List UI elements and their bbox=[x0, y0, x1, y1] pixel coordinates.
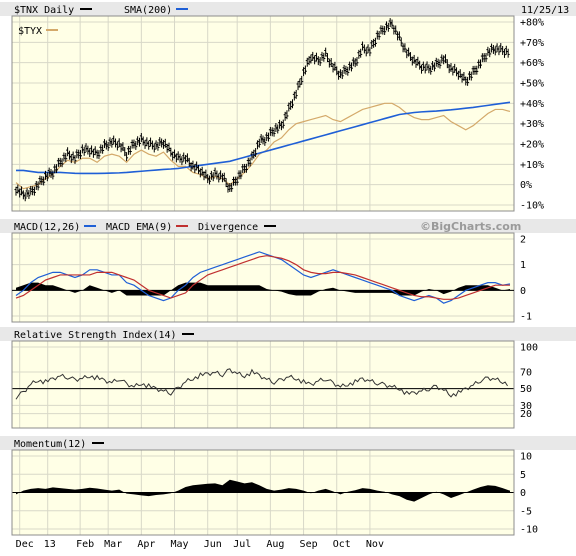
y-tick-label: +20% bbox=[520, 140, 544, 151]
y-tick-label: 70 bbox=[520, 368, 532, 379]
x-tick-label: Feb bbox=[76, 539, 94, 550]
x-tick-label: Aug bbox=[266, 539, 284, 550]
y-tick-label: 50 bbox=[520, 384, 532, 395]
panel-4-header bbox=[0, 436, 576, 450]
y-tick-label: -10% bbox=[520, 201, 544, 212]
x-tick-label: Mar bbox=[104, 539, 122, 550]
legend-divergence-label: Divergence bbox=[198, 222, 258, 233]
x-tick-label: Dec bbox=[16, 539, 34, 550]
y-tick-label: 5 bbox=[520, 470, 526, 481]
y-tick-label: +10% bbox=[520, 160, 544, 171]
legend-sma-label: SMA(200) bbox=[124, 5, 172, 16]
watermark-bigcharts: ©BigCharts.com bbox=[420, 220, 521, 233]
series-macd-line bbox=[15, 251, 511, 304]
y-tick-label: 30 bbox=[520, 401, 532, 412]
series-sma-line bbox=[16, 101, 511, 175]
legend-macd-label: MACD(12,26) bbox=[14, 222, 80, 233]
series-divergence-histogram bbox=[16, 282, 510, 296]
y-tick-label: +30% bbox=[520, 119, 544, 130]
panel-2-header bbox=[0, 219, 576, 233]
chart-date-label: 11/25/13 bbox=[521, 5, 569, 16]
y-tick-label: +70% bbox=[520, 38, 544, 49]
panel-4-border bbox=[11, 449, 515, 536]
panel-1-plot-area bbox=[12, 16, 514, 211]
panel-3-border bbox=[11, 340, 515, 429]
series-momentum-area bbox=[16, 479, 510, 502]
x-tick-label: Apr bbox=[137, 539, 155, 550]
y-tick-label: 2 bbox=[520, 235, 526, 246]
y-tick-label: 100 bbox=[520, 343, 538, 354]
y-tick-label: +50% bbox=[520, 79, 544, 90]
y-tick-label: 20 bbox=[520, 409, 532, 420]
panel-2-plot-area bbox=[12, 233, 514, 322]
y-tick-label: +40% bbox=[520, 99, 544, 110]
y-tick-label: 0 bbox=[520, 488, 526, 499]
y-tick-label: 0 bbox=[520, 286, 526, 297]
x-tick-label: Nov bbox=[366, 539, 384, 550]
y-tick-label: -1 bbox=[520, 312, 532, 323]
legend-macd-ema-label: MACD EMA(9) bbox=[106, 222, 172, 233]
panel-1-border bbox=[11, 15, 515, 212]
panel-3-plot-area bbox=[12, 341, 514, 428]
panel-1-header bbox=[0, 2, 576, 16]
legend-tyx-label: $TYX bbox=[18, 26, 42, 37]
x-tick-label: Jul bbox=[233, 539, 251, 550]
x-tick-label: 13 bbox=[44, 539, 56, 550]
legend-tnx-label: $TNX Daily bbox=[14, 5, 74, 16]
series-macd-ema-line bbox=[15, 255, 510, 300]
panel-3-header bbox=[0, 327, 576, 341]
y-tick-label: +60% bbox=[520, 58, 544, 69]
y-tick-label: 0% bbox=[520, 180, 532, 191]
legend-rsi-label: Relative Strength Index(14) bbox=[14, 330, 177, 341]
legend-momentum-label: Momentum(12) bbox=[14, 439, 86, 450]
panel-2-border bbox=[11, 232, 515, 323]
x-tick-label: Sep bbox=[300, 539, 318, 550]
y-tick-label: +80% bbox=[520, 18, 544, 29]
x-tick-label: May bbox=[171, 539, 189, 550]
y-tick-label: -10 bbox=[520, 525, 538, 536]
series-tnx-bars bbox=[14, 18, 510, 202]
x-tick-label: Jun bbox=[204, 539, 222, 550]
y-tick-label: -5 bbox=[520, 506, 532, 517]
series-rsi-line bbox=[15, 368, 508, 400]
y-tick-label: 1 bbox=[520, 260, 526, 271]
x-tick-label: Oct bbox=[333, 539, 351, 550]
y-tick-label: 10 bbox=[520, 452, 532, 463]
